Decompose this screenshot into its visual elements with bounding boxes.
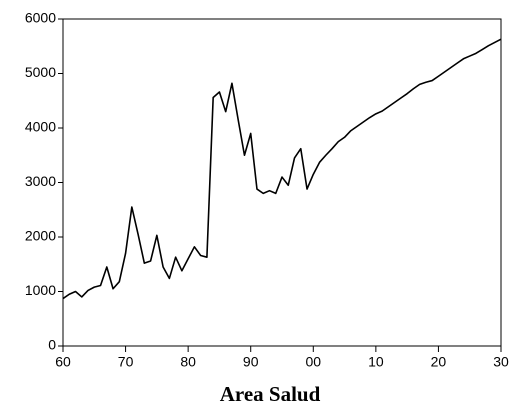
y-tick-label: 6000 [25, 10, 56, 26]
x-tick-label: 90 [243, 354, 259, 370]
y-tick-label: 0 [48, 337, 56, 353]
x-tick-label: 30 [493, 354, 509, 370]
data-line [62, 38, 502, 300]
x-tick-label: 20 [431, 354, 447, 370]
y-tick-label: 1000 [25, 282, 56, 298]
x-tick-label: 10 [368, 354, 384, 370]
chart-title: Area Salud [220, 382, 321, 406]
y-tick-label: 4000 [25, 119, 56, 135]
x-tick-label: 00 [305, 354, 321, 370]
x-tick-label: 60 [55, 354, 71, 370]
y-tick-label: 3000 [25, 173, 56, 189]
y-tick-label: 2000 [25, 228, 56, 244]
x-tick-label: 80 [180, 354, 196, 370]
y-tick-label: 5000 [25, 64, 56, 80]
plot-frame [62, 18, 502, 347]
x-tick-label: 70 [118, 354, 134, 370]
